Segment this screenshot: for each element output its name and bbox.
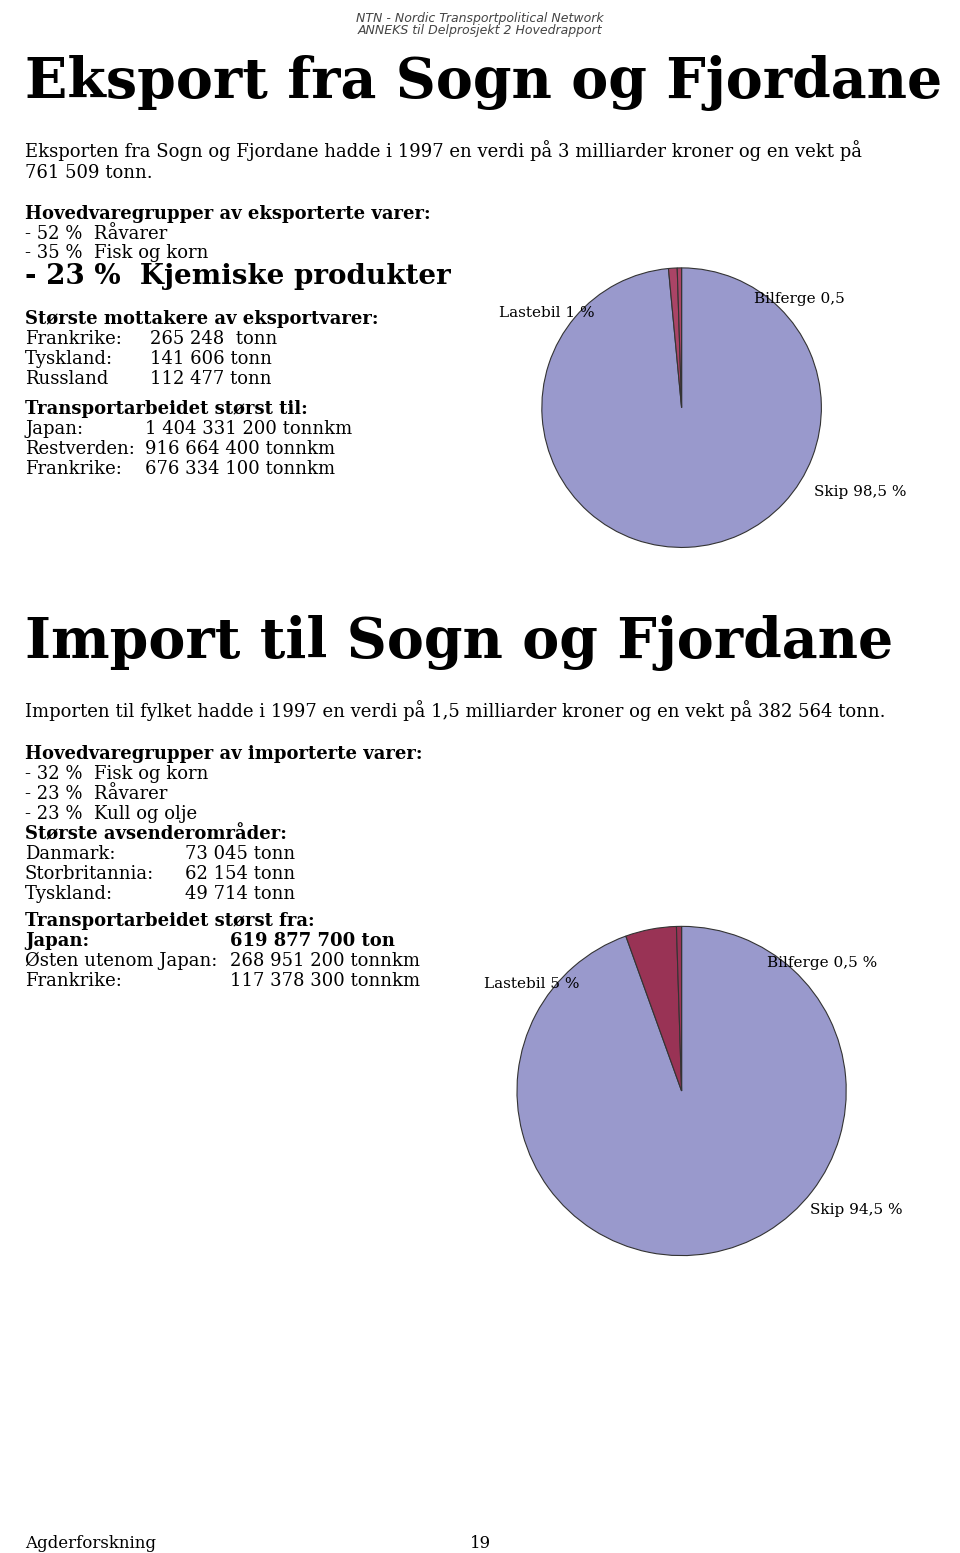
Wedge shape <box>541 267 822 547</box>
Text: 112 477 tonn: 112 477 tonn <box>150 370 272 388</box>
Wedge shape <box>668 269 682 407</box>
Text: Transportarbeidet størst fra:: Transportarbeidet størst fra: <box>25 912 315 930</box>
Text: Største avsenderområder:: Største avsenderområder: <box>25 825 287 843</box>
Text: Østen utenom Japan:: Østen utenom Japan: <box>25 952 217 971</box>
Text: Skip 98,5 %: Skip 98,5 % <box>814 485 907 499</box>
Text: Restverden:: Restverden: <box>25 439 134 458</box>
Text: 73 045 tonn: 73 045 tonn <box>185 845 295 863</box>
Text: Bilferge 0,5: Bilferge 0,5 <box>755 292 845 306</box>
Text: Import til Sogn og Fjordane: Import til Sogn og Fjordane <box>25 615 893 671</box>
Wedge shape <box>677 267 682 407</box>
Text: Agderforskning: Agderforskning <box>25 1534 156 1551</box>
Text: Tyskland:: Tyskland: <box>25 885 113 902</box>
Wedge shape <box>626 927 682 1090</box>
Text: - 35 %  Fisk og korn: - 35 % Fisk og korn <box>25 244 208 262</box>
Text: Importen til fylket hadde i 1997 en verdi på 1,5 milliarder kroner og en vekt på: Importen til fylket hadde i 1997 en verd… <box>25 700 885 721</box>
Text: Storbritannia:: Storbritannia: <box>25 865 155 884</box>
Text: ANNEKS til Delprosjekt 2 Hovedrapport: ANNEKS til Delprosjekt 2 Hovedrapport <box>358 23 602 37</box>
Text: Frankrike:: Frankrike: <box>25 972 122 989</box>
Text: Eksporten fra Sogn og Fjordane hadde i 1997 en verdi på 3 milliarder kroner og e: Eksporten fra Sogn og Fjordane hadde i 1… <box>25 140 862 182</box>
Text: Transportarbeidet størst til:: Transportarbeidet størst til: <box>25 401 308 418</box>
Text: 19: 19 <box>469 1534 491 1551</box>
Text: Japan:: Japan: <box>25 932 89 950</box>
Text: Danmark:: Danmark: <box>25 845 115 863</box>
Text: - 32 %  Fisk og korn: - 32 % Fisk og korn <box>25 766 208 783</box>
Text: Største mottakere av eksportvarer:: Største mottakere av eksportvarer: <box>25 311 378 328</box>
Text: Hovedvaregrupper av eksporterte varer:: Hovedvaregrupper av eksporterte varer: <box>25 205 431 224</box>
Text: - 23 %  Kull og olje: - 23 % Kull og olje <box>25 804 197 823</box>
Wedge shape <box>517 926 846 1255</box>
Text: Lastebil 1 %: Lastebil 1 % <box>499 306 595 320</box>
Text: 141 606 tonn: 141 606 tonn <box>150 349 272 368</box>
Wedge shape <box>677 926 682 1090</box>
Text: Skip 94,5 %: Skip 94,5 % <box>810 1202 902 1216</box>
Text: - 23 %  Råvarer: - 23 % Råvarer <box>25 784 167 803</box>
Text: 916 664 400 tonnkm: 916 664 400 tonnkm <box>145 439 335 458</box>
Text: 676 334 100 tonnkm: 676 334 100 tonnkm <box>145 460 335 478</box>
Text: Russland: Russland <box>25 370 108 388</box>
Text: 49 714 tonn: 49 714 tonn <box>185 885 295 902</box>
Text: 268 951 200 tonnkm: 268 951 200 tonnkm <box>230 952 420 971</box>
Text: Eksport fra Sogn og Fjordane: Eksport fra Sogn og Fjordane <box>25 54 943 110</box>
Text: - 52 %  Råvarer: - 52 % Råvarer <box>25 225 167 242</box>
Text: - 23 %  Kjemiske produkter: - 23 % Kjemiske produkter <box>25 262 451 290</box>
Text: Bilferge 0,5 %: Bilferge 0,5 % <box>767 955 877 969</box>
Text: 62 154 tonn: 62 154 tonn <box>185 865 295 884</box>
Text: 619 877 700 ton: 619 877 700 ton <box>230 932 395 950</box>
Text: Tyskland:: Tyskland: <box>25 349 113 368</box>
Text: Japan:: Japan: <box>25 419 84 438</box>
Text: 1 404 331 200 tonnkm: 1 404 331 200 tonnkm <box>145 419 352 438</box>
Text: 265 248  tonn: 265 248 tonn <box>150 329 277 348</box>
Text: 117 378 300 tonnkm: 117 378 300 tonnkm <box>230 972 420 989</box>
Text: Hovedvaregrupper av importerte varer:: Hovedvaregrupper av importerte varer: <box>25 745 422 763</box>
Text: Lastebil 5 %: Lastebil 5 % <box>484 977 580 991</box>
Text: Frankrike:: Frankrike: <box>25 329 122 348</box>
Text: Frankrike:: Frankrike: <box>25 460 122 478</box>
Text: NTN - Nordic Transportpolitical Network: NTN - Nordic Transportpolitical Network <box>356 12 604 25</box>
